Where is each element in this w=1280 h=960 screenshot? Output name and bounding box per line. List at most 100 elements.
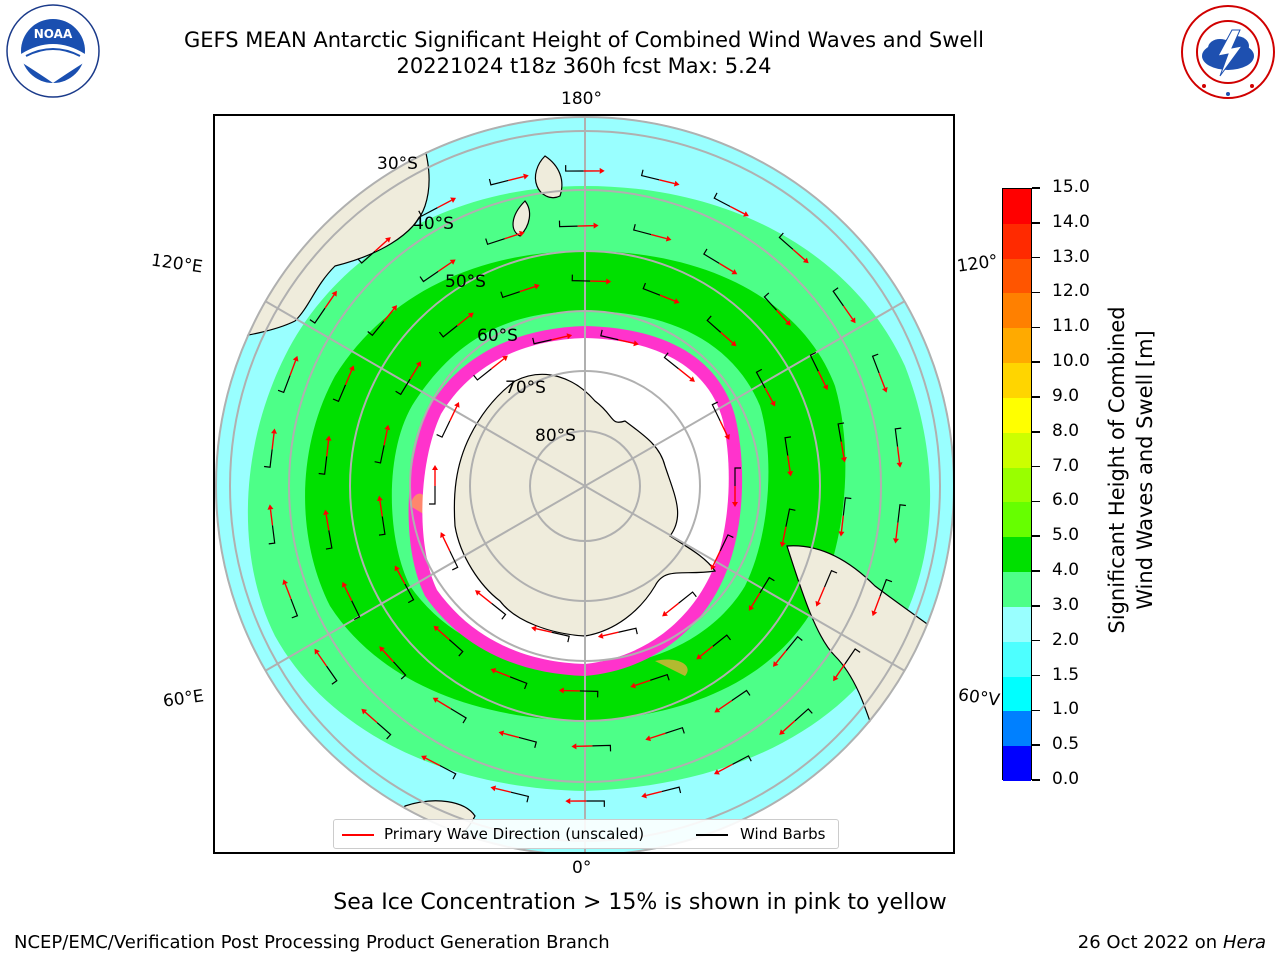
wave-arrow xyxy=(659,294,676,302)
graticule xyxy=(229,116,941,852)
colorbar-segment xyxy=(1003,397,1031,434)
colorbar-segment xyxy=(1003,502,1031,538)
colorbar-tick-label: 13.0 xyxy=(1052,246,1090,267)
wave-arrow-head xyxy=(673,180,680,187)
wave-band-4-5m xyxy=(305,251,846,721)
wave-arrow-head xyxy=(630,682,636,689)
colorbar-tick-label: 1.0 xyxy=(1052,699,1080,720)
wind-barb xyxy=(809,351,819,372)
colorbar-title: Significant Height of Combined Wind Wave… xyxy=(1092,260,1172,680)
wind-barb xyxy=(309,307,326,324)
wave-arrow-head xyxy=(384,424,391,431)
wind-barb xyxy=(784,436,792,456)
wind-barb xyxy=(586,800,605,807)
wind-barb xyxy=(376,722,392,740)
colorbar-segment xyxy=(1003,641,1031,678)
wave-arrow-head xyxy=(421,755,427,761)
wave-arrow xyxy=(449,406,458,422)
wind-barb xyxy=(734,467,741,486)
colorbar-tick xyxy=(1032,709,1040,712)
wind-barb xyxy=(485,238,505,246)
wave-arrow xyxy=(634,679,651,687)
wave-arrow-head xyxy=(731,269,738,275)
wind-barb xyxy=(351,600,361,621)
wave-arrow xyxy=(787,455,791,472)
wave-arrow xyxy=(665,602,679,614)
wave-arrow-head xyxy=(391,305,398,311)
colorbar-tick-label: 3.0 xyxy=(1052,594,1080,615)
wave-arrow xyxy=(436,628,450,641)
wave-arrow xyxy=(425,757,441,767)
wave-arrow-head xyxy=(523,173,529,180)
wave-arrow-head xyxy=(558,687,564,694)
wave-arrow-head xyxy=(713,769,720,775)
colorbar-segment xyxy=(1003,572,1031,608)
wind-barb xyxy=(374,445,385,464)
wave-arrow xyxy=(792,248,806,261)
wind-barb xyxy=(404,583,415,604)
wave-arrow-head xyxy=(838,531,845,537)
wave-arrow xyxy=(284,583,292,600)
wave-arrow xyxy=(873,596,881,612)
wave-arrow xyxy=(835,663,846,678)
wind-barb xyxy=(325,530,333,550)
map-boundary-circle xyxy=(215,116,953,852)
wave-arrow-head xyxy=(689,376,695,382)
wave-arrow-head xyxy=(385,237,391,243)
wind-barb xyxy=(711,401,721,422)
colorbar xyxy=(1002,188,1032,782)
wind-barb xyxy=(264,449,273,468)
run-host: Hera xyxy=(1222,932,1266,953)
wave-arrow-head xyxy=(531,625,537,632)
wave-arrow xyxy=(324,294,335,309)
wind-barb xyxy=(755,368,766,389)
wave-arrow-head xyxy=(833,675,839,682)
wave-arrow-head xyxy=(348,365,355,372)
wind-barb xyxy=(844,648,861,665)
wind-barb xyxy=(448,639,464,657)
colorbar-tick-label: 9.0 xyxy=(1052,385,1080,406)
wave-arrow xyxy=(491,358,505,370)
wave-arrow-head xyxy=(772,661,779,667)
new-zealand-land xyxy=(512,155,563,237)
wave-arrow-head xyxy=(502,355,508,362)
polar-map xyxy=(215,116,953,852)
wave-arrow xyxy=(316,652,328,667)
wave-arrow xyxy=(519,285,536,293)
wave-arrow xyxy=(775,650,787,664)
run-date-text: 26 Oct 2022 on xyxy=(1077,932,1223,953)
wind-barb xyxy=(318,456,328,475)
wave-arrow xyxy=(551,335,568,341)
legend-wave-label: Primary Wave Direction (unscaled) xyxy=(384,825,645,843)
wave-arrow-head xyxy=(881,386,888,393)
wind-barb xyxy=(663,352,679,370)
wave-arrow-head xyxy=(730,340,737,347)
wave-arrow-head xyxy=(490,668,497,674)
colorbar-segment xyxy=(1003,537,1031,573)
wave-arrow-head xyxy=(665,235,672,242)
wind-barb xyxy=(706,315,722,333)
noaa-logo: NOAA xyxy=(6,4,100,98)
wind-barb xyxy=(732,755,752,765)
wind-barb xyxy=(719,534,734,552)
wind-barb xyxy=(713,192,731,208)
colorbar-tick-label: 12.0 xyxy=(1052,281,1090,302)
wave-arrow-head xyxy=(871,610,878,617)
wave-arrow-head xyxy=(433,625,440,632)
wave-arrow-head xyxy=(475,590,481,596)
wave-arrow xyxy=(817,586,826,603)
wave-arrow-head xyxy=(341,581,348,588)
wave-arrow xyxy=(718,763,733,773)
wave-arrow-head xyxy=(566,333,573,340)
colorbar-segment xyxy=(1003,258,1031,294)
lon-label-60e: 60°E xyxy=(161,686,206,712)
wave-arrow xyxy=(649,732,666,739)
colorbar-tick-label: 15.0 xyxy=(1052,177,1090,197)
wave-arrow-head xyxy=(432,697,439,703)
wind-barb xyxy=(785,635,803,651)
wave-arrow-head xyxy=(770,400,776,407)
lon-label-180: 180° xyxy=(561,89,602,109)
wind-barb xyxy=(332,384,347,403)
wind-barb xyxy=(449,550,459,571)
wind-barb xyxy=(661,786,682,794)
